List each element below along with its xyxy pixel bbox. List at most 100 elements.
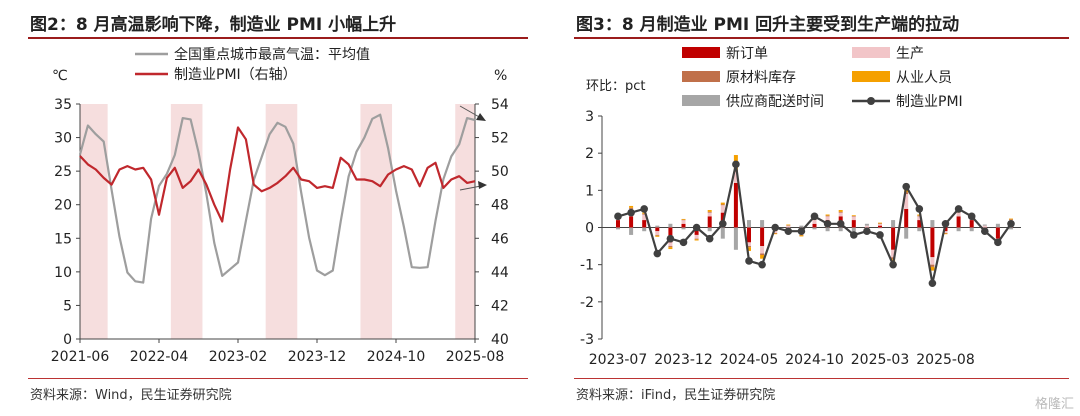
- y-tick-label: 0: [585, 221, 594, 237]
- legend-swatch-bar: [852, 71, 890, 82]
- bar-segment-1: [642, 214, 647, 221]
- legend-label: 从业人员: [896, 70, 952, 86]
- pmi-point: [810, 212, 819, 221]
- pmi-point: [732, 160, 740, 169]
- legend-label: 原材料库存: [726, 70, 796, 86]
- bar-segment-1: [694, 234, 699, 239]
- bar-segment-0: [747, 227, 751, 243]
- bar-segment-1: [864, 225, 869, 228]
- bar-segment-1: [825, 216, 830, 221]
- x-tick-label: 2023-12: [654, 352, 713, 368]
- bar-segment-4: [760, 220, 765, 228]
- pmi-point: [863, 227, 871, 236]
- bar-segment-2: [681, 219, 686, 221]
- bar-segment-4: [668, 223, 673, 228]
- bar-segment-1: [930, 257, 935, 265]
- bar-segment-3: [720, 202, 725, 205]
- bar-segment-3: [668, 247, 673, 250]
- bar-segment-4: [969, 227, 974, 232]
- y-tick-label-right: 48: [491, 198, 509, 214]
- pmi-point: [994, 238, 1002, 247]
- bar-segment-3: [786, 224, 791, 226]
- bar-segment-1: [956, 212, 961, 217]
- arrow-temp-head: [476, 113, 486, 121]
- bar-segment-4: [642, 227, 647, 232]
- bar-segment-0: [655, 227, 660, 232]
- bar-segment-3: [707, 210, 712, 212]
- x-tick-label: 2022-04: [130, 349, 189, 365]
- legend-swatch-bar: [682, 71, 720, 82]
- x-tick-label: 2024-10: [367, 349, 426, 365]
- bar-segment-1: [878, 223, 882, 226]
- pmi-point: [967, 212, 976, 221]
- source-note-right: 资料来源：iFind，民生证券研究院: [576, 388, 776, 403]
- bar-segment-1: [943, 231, 948, 234]
- chart-left: 0 5 10 15 20 25 30 35 40 42 44 46 48 50 52 54 ℃ % 2021-06 2…: [51, 46, 509, 365]
- pmi-point: [823, 219, 832, 228]
- chart-title-left: 图2：8 月高温影响下降，制造业 PMI 小幅上升: [30, 15, 397, 35]
- y-tick-label: -1: [580, 258, 594, 274]
- bar-segment-4: [982, 224, 987, 226]
- pmi-point: [876, 231, 884, 239]
- bar-segment-2: [642, 213, 647, 215]
- y-tick-label-left: 0: [63, 332, 72, 348]
- bar-segment-3: [851, 215, 856, 216]
- bar-segment-3: [747, 247, 751, 251]
- bar-segment-2: [694, 238, 699, 240]
- bar-segment-2: [878, 223, 882, 224]
- x-tick-label: 2021-06: [51, 349, 110, 365]
- panel-right-pmi-decomposition: 图3：8 月制造业 PMI 回升主要受到生产端的拉动 -3 -2 -1 0 1 2 3 环比：…: [546, 0, 1080, 416]
- pmi-point: [836, 219, 845, 228]
- y-tick-label: 2: [585, 146, 594, 162]
- bar-segment-0: [629, 216, 634, 228]
- bar-segment-1: [773, 231, 778, 234]
- bar-segment-1: [720, 205, 725, 213]
- y-tick-label-right: 44: [491, 265, 509, 281]
- bar-segment-4: [878, 227, 882, 229]
- bar-segment-4: [956, 227, 961, 232]
- bar-segment-2: [760, 253, 765, 256]
- bar-segment-3: [799, 235, 804, 237]
- title-rule-right: [574, 37, 1069, 39]
- bottom-rule-left: [28, 378, 528, 379]
- bar-segment-2: [825, 215, 830, 217]
- bar-segment-0: [812, 223, 817, 228]
- pmi-point: [719, 219, 727, 228]
- legend-swatch-bar: [852, 47, 890, 58]
- bar-segment-1: [838, 212, 843, 217]
- pmi-point: [954, 205, 963, 213]
- bar-segment-0: [943, 227, 948, 232]
- bar-segment-3: [825, 214, 830, 216]
- x-tick-label: 2025-03: [851, 352, 910, 368]
- arrow-pmi-line: [459, 185, 482, 191]
- bar-segment-3: [943, 233, 948, 235]
- series-line-left: [78, 113, 476, 284]
- shaded-summer-band-4: [455, 104, 475, 339]
- y-tick-label: -2: [580, 295, 594, 311]
- y-axis-label: 环比：pct: [586, 79, 646, 94]
- bar-segment-0: [760, 227, 765, 247]
- bar-segment-2: [917, 215, 922, 217]
- y-tick-label-left: 10: [54, 265, 72, 281]
- shaded-summer-band-2: [265, 104, 298, 339]
- arrow-pmi-head: [478, 181, 487, 189]
- y-tick-label-right: 42: [491, 298, 509, 314]
- bar-segment-4: [681, 227, 686, 230]
- bar-segment-0: [616, 220, 620, 228]
- bar-segment-2: [747, 246, 751, 248]
- pmi-point: [692, 223, 701, 232]
- bar-segment-0: [707, 216, 712, 228]
- y-tick-label-right: 46: [491, 231, 509, 247]
- bottom-rule-right: [574, 378, 1069, 379]
- bar-segment-3: [642, 212, 647, 214]
- bar-segment-0: [930, 227, 935, 258]
- pmi-point: [981, 227, 989, 236]
- bar-segment-1: [891, 249, 896, 258]
- pmi-point: [784, 227, 793, 236]
- arrow-temp-line: [459, 105, 482, 119]
- y-tick-label-right: 52: [491, 131, 509, 147]
- bar-segment-0: [733, 182, 738, 228]
- bar-segment-3: [760, 255, 765, 259]
- y-tick-label-left: 35: [54, 97, 72, 113]
- bar-segment-4: [891, 220, 896, 228]
